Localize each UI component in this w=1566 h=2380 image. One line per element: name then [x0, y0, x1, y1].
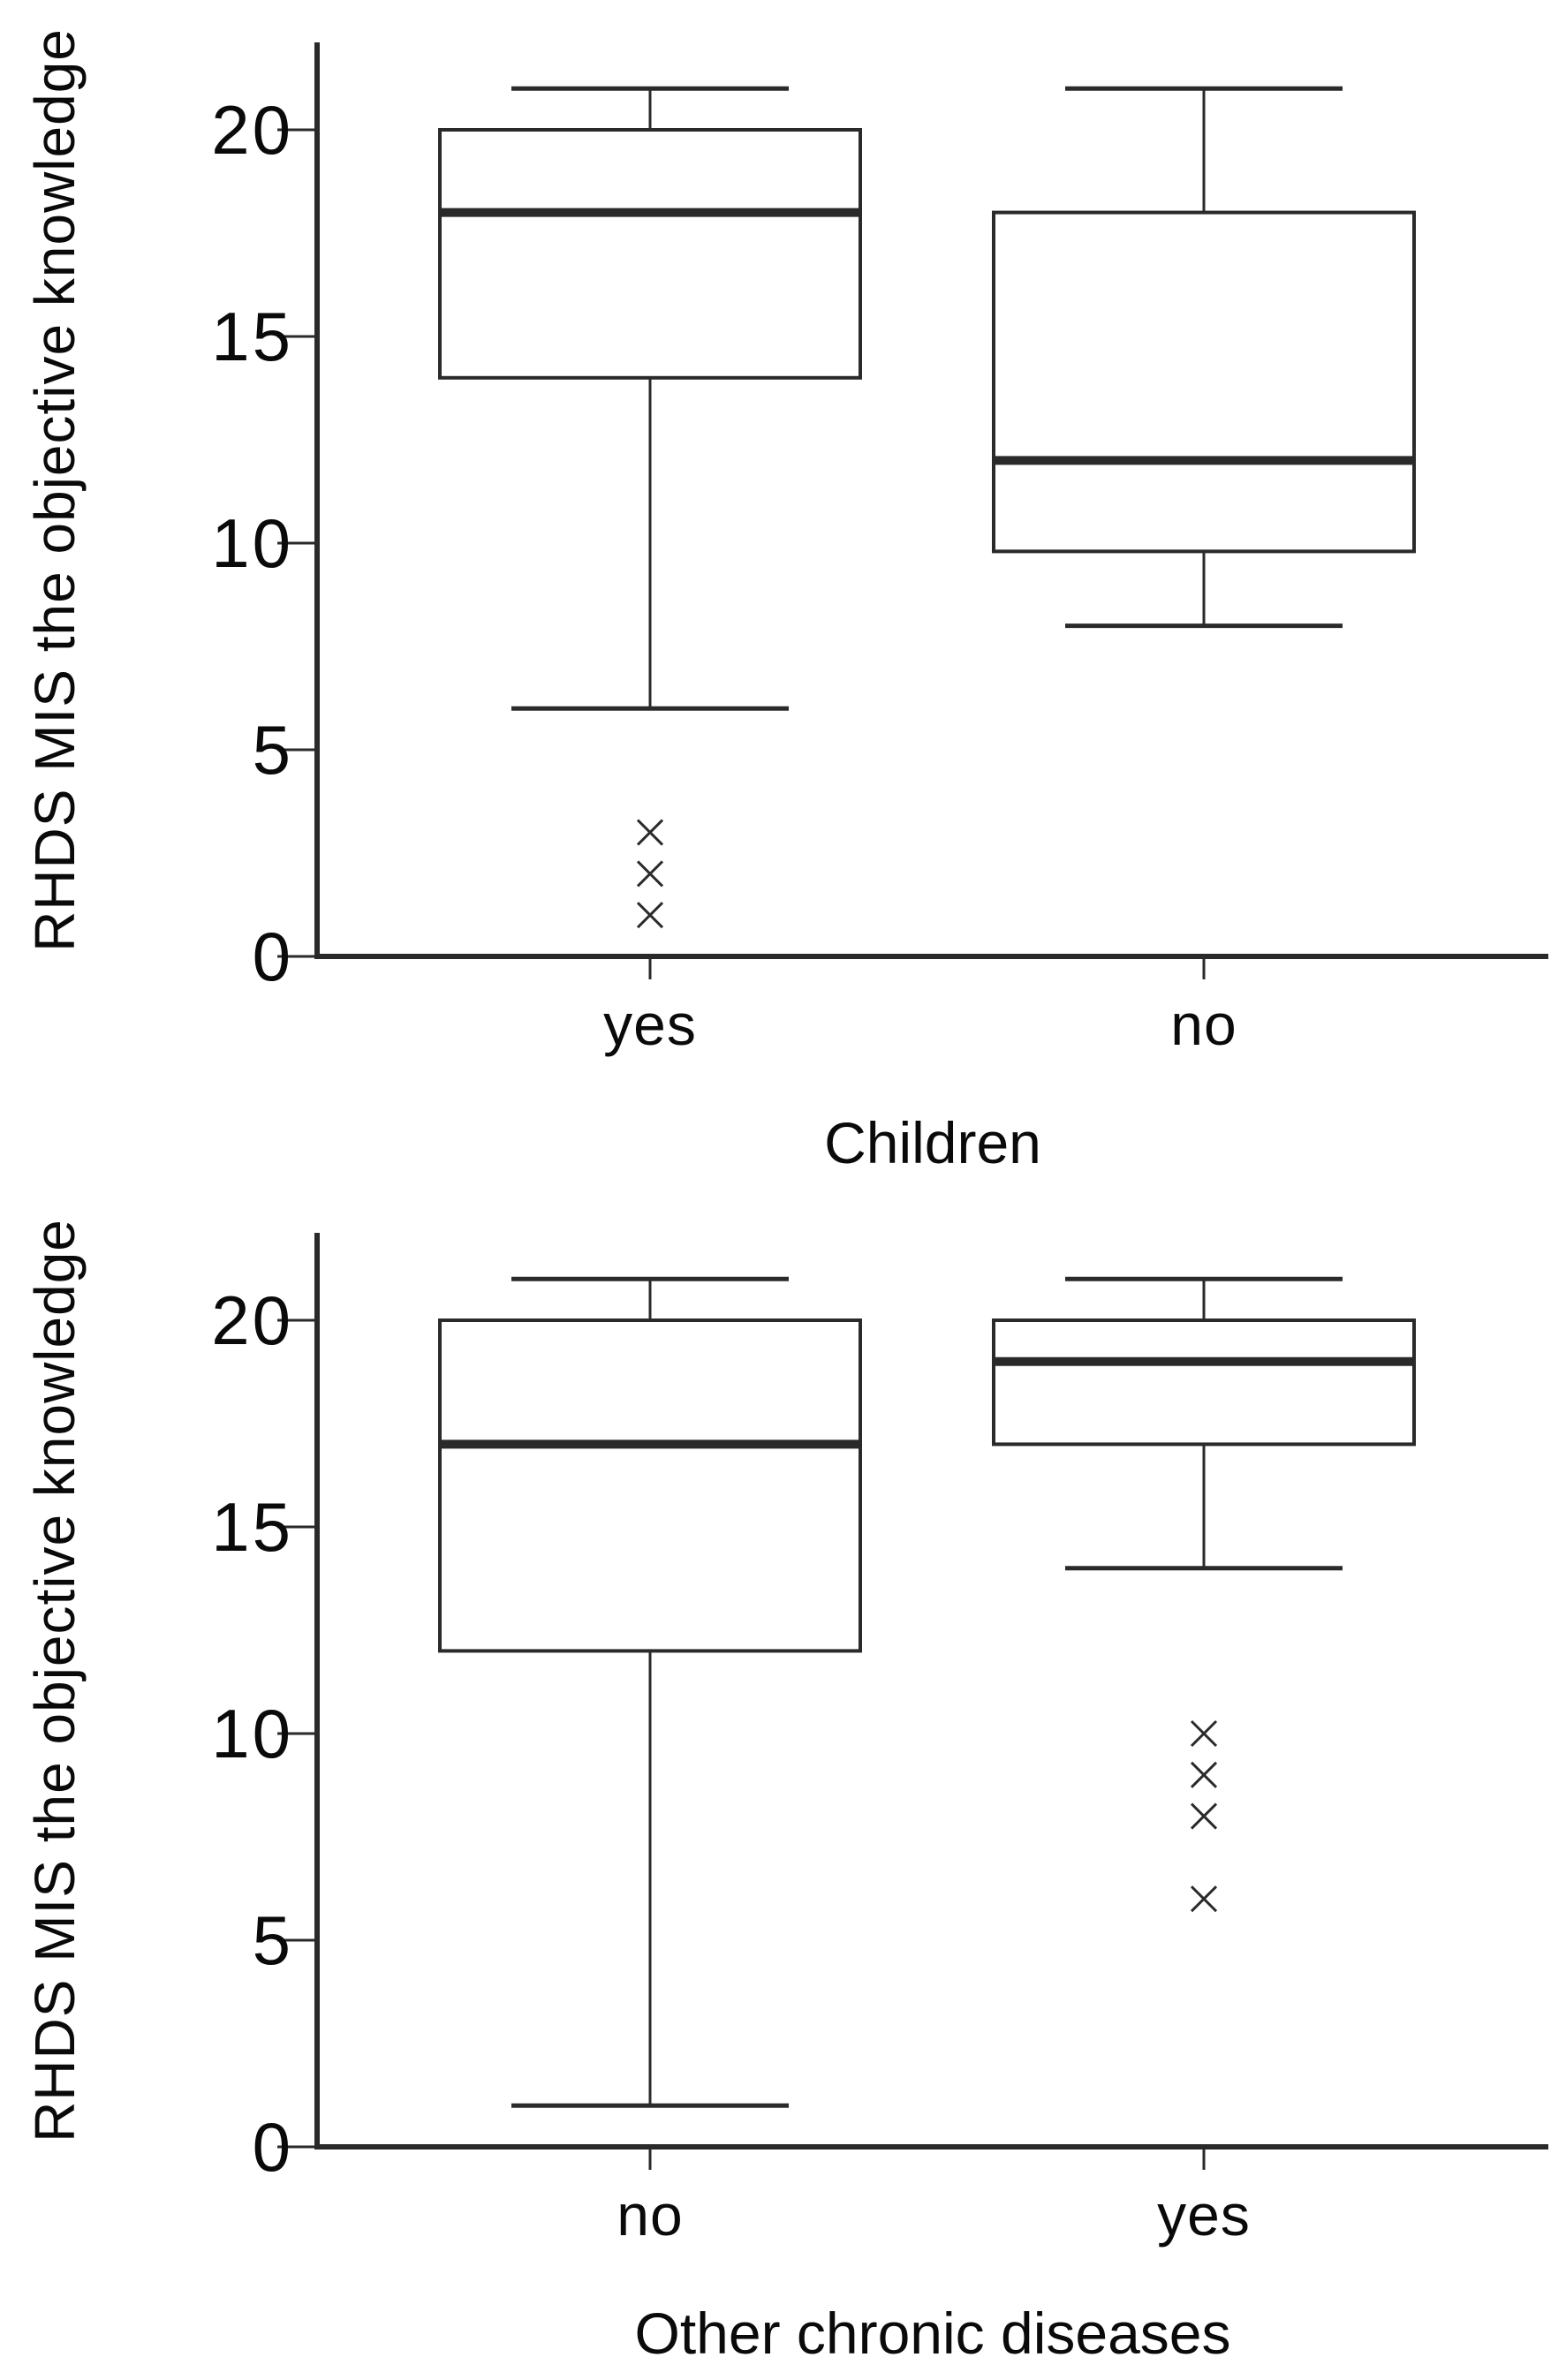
- category-label: no: [617, 2182, 683, 2248]
- x-axis-title: Other chronic diseases: [634, 2301, 1231, 2366]
- outlier-marker: [636, 902, 664, 929]
- y-tick-label: 0: [253, 918, 293, 995]
- outlier-marker: [1190, 1761, 1218, 1788]
- category-label: yes: [603, 992, 697, 1057]
- outlier-marker: [636, 819, 664, 846]
- y-tick-label: 15: [211, 298, 293, 375]
- y-tick-label: 20: [211, 1281, 293, 1359]
- y-tick-label: 10: [211, 504, 293, 582]
- outlier-marker: [1190, 1802, 1218, 1830]
- y-axis-label: RHDS MIS the objective knowledge: [23, 1219, 87, 2142]
- boxplot-children: 0 5 10 15 20 yes no RHDS MIS the objective kno…: [23, 28, 1548, 1175]
- y-tick-label: 10: [211, 1695, 293, 1772]
- boxplot-other-chronic-diseases-plot-area: 0 5 10 15 20 no yes: [211, 1233, 1548, 2248]
- outlier-marker: [1190, 1719, 1218, 1748]
- y-tick-label: 20: [211, 91, 293, 169]
- category-label: no: [1170, 992, 1237, 1057]
- box: [438, 128, 862, 380]
- y-tick-label: 0: [253, 2108, 293, 2186]
- box: [992, 210, 1416, 554]
- box: [438, 1318, 862, 1653]
- box: [992, 1318, 1416, 1447]
- y-axis-label: RHDS MIS the objective knowledge: [23, 28, 87, 952]
- y-tick-label: 5: [253, 711, 293, 789]
- boxplot-other-chronic-diseases: 0 5 10 15 20 no yes RHDS MIS the objective kno…: [0, 1190, 1566, 2380]
- category-label: yes: [1157, 2182, 1251, 2248]
- boxplot-children-plot-area: 0 5 10 15 20 yes no: [211, 42, 1548, 1057]
- y-tick-label: 5: [253, 1901, 293, 1979]
- x-axis-title: Children: [824, 1110, 1041, 1175]
- y-tick-label: 15: [211, 1488, 293, 1566]
- outlier-marker: [636, 860, 664, 888]
- outlier-marker: [1190, 1885, 1218, 1913]
